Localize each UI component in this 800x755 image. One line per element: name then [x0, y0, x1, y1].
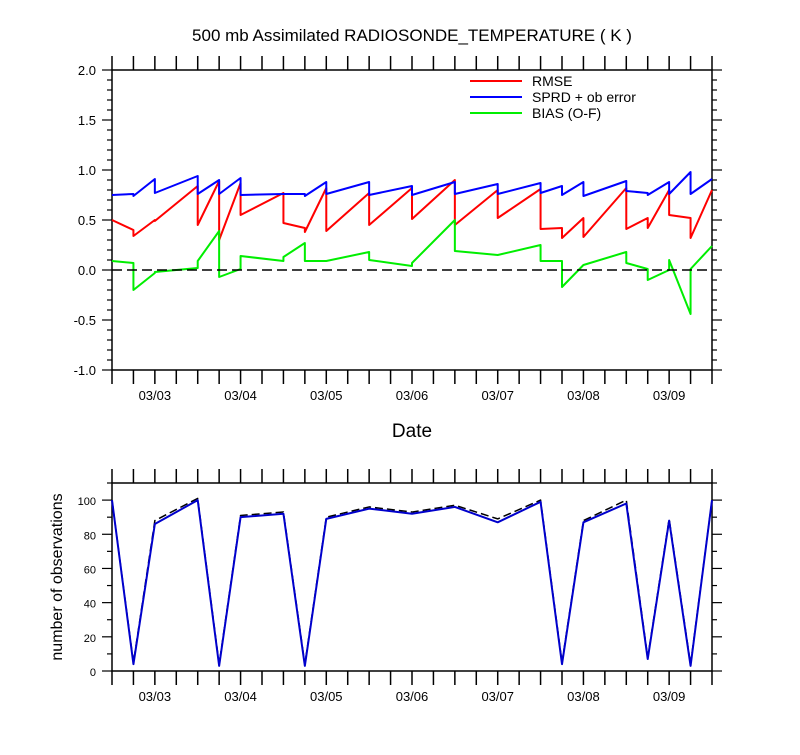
x-tick-label: 03/04: [224, 388, 257, 403]
y-tick-label: 2.0: [78, 63, 96, 78]
plot-border: [112, 483, 712, 671]
y-tick-label: 0.0: [78, 263, 96, 278]
y-tick-label: 1.0: [78, 163, 96, 178]
legend-label-rmse: RMSE: [532, 73, 572, 89]
x-tick-label: 03/08: [567, 388, 600, 403]
x-tick-label: 03/03: [139, 388, 172, 403]
legend-label-sprd: SPRD + ob error: [532, 89, 636, 105]
bottom-y-axis-label: number of observations: [49, 493, 66, 660]
x-tick-label: 03/07: [481, 689, 514, 704]
series-observations-assimilated: [112, 500, 712, 666]
x-tick-label: 03/04: [224, 689, 257, 704]
top-plot-area: 03/03 03/04 03/05 03/06 03/07 03/08 03/09 -1.0 -…: [74, 56, 722, 403]
x-tick-label: 03/09: [653, 388, 686, 403]
x-tick-label: 03/05: [310, 388, 343, 403]
x-tick-label: 03/03: [139, 689, 172, 704]
y-tick-label: 80: [84, 530, 96, 542]
bottom-plot-area: 03/03 03/04 03/05 03/06 03/07 03/08 03/09 0 20 40…: [78, 469, 722, 704]
chart-title: 500 mb Assimilated RADIOSONDE_TEMPERATUR…: [192, 26, 632, 45]
series-observations-possible: [112, 498, 712, 664]
y-tick-label: 0: [90, 667, 96, 679]
y-tick-label: 60: [84, 564, 96, 576]
y-tick-label: -1.0: [74, 363, 96, 378]
y-tick-label: 0.5: [78, 213, 96, 228]
x-tick-label: 03/09: [653, 689, 686, 704]
y-tick-label: 20: [84, 633, 96, 645]
y-tick-label: 40: [84, 599, 96, 611]
y-tick-label: 1.5: [78, 113, 96, 128]
x-tick-label: 03/05: [310, 689, 343, 704]
series-bias-o-f-: [112, 220, 712, 314]
x-tick-label: 03/06: [396, 689, 429, 704]
x-tick-label: 03/06: [396, 388, 429, 403]
y-tick-label: -0.5: [74, 313, 96, 328]
top-legend: RMSE SPRD + ob error BIAS (O-F): [470, 73, 636, 121]
x-tick-label: 03/07: [481, 388, 514, 403]
x-tick-label: 03/08: [567, 689, 600, 704]
top-x-axis-label: Date: [392, 421, 432, 442]
y-tick-label: 100: [78, 496, 96, 508]
legend-label-bias: BIAS (O-F): [532, 105, 601, 121]
